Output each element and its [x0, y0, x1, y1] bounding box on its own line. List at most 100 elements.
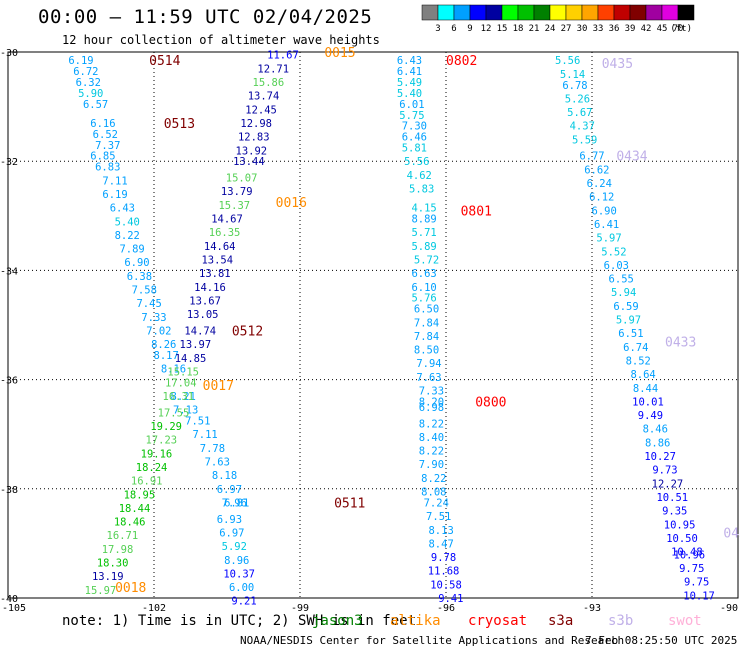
wave-height-label: 6.19 — [102, 189, 127, 201]
wave-height-label: 5.89 — [411, 241, 436, 253]
wave-height-label: 6.72 — [73, 66, 98, 78]
wave-height-label: 6.63 — [411, 268, 436, 280]
wave-height-label: 13.67 — [189, 295, 221, 307]
wave-height-label: 8.18 — [212, 470, 237, 482]
color-scale-tick: 45 — [657, 24, 668, 34]
color-scale-swatch — [661, 4, 679, 21]
wave-height-label: 6.77 — [579, 151, 604, 163]
wave-height-label: 18.46 — [114, 517, 146, 529]
pass-time-label: 0513 — [164, 117, 195, 132]
wave-height-label: 8.40 — [419, 432, 444, 444]
legend-s3a: s3a — [548, 613, 574, 629]
wave-height-label: 13.97 — [180, 339, 212, 351]
y-tick-label: -32 — [0, 157, 18, 168]
page-title: 00:00 – 11:59 UTC 02/04/2025 — [38, 6, 373, 28]
y-tick-label: -30 — [0, 48, 18, 59]
wave-height-label: 6.57 — [83, 99, 108, 111]
wave-height-label: 15.15 — [167, 366, 199, 378]
legend-cryosat: cryosat — [468, 613, 528, 629]
pass-time-label: 0512 — [232, 324, 263, 339]
wave-height-label: 9.21 — [231, 596, 256, 608]
wave-height-label: 6.85 — [90, 151, 115, 163]
wave-height-label: 16.91 — [131, 476, 163, 488]
wave-height-label: 6.38 — [127, 271, 152, 283]
color-scale-tick: 36 — [609, 24, 620, 34]
wave-height-label: 14.74 — [184, 325, 216, 337]
wave-height-label: 4.15 — [411, 203, 436, 215]
wave-height-label: 5.56 — [404, 156, 429, 168]
wave-height-label: 9.78 — [431, 552, 456, 564]
color-scale-swatch — [517, 4, 535, 21]
wave-height-label: 7.84 — [414, 317, 439, 329]
wave-height-label: 6.43 — [110, 203, 135, 215]
wave-height-label: 6.01 — [399, 99, 424, 111]
wave-height-label: 7.63 — [416, 372, 441, 384]
wave-height-label: 13.74 — [248, 91, 280, 103]
wave-height-label: 9.73 — [652, 465, 677, 477]
wave-height-label: 7.37 — [95, 140, 120, 152]
wave-height-label: 10.50 — [666, 533, 698, 545]
legend-s3b: s3b — [608, 613, 634, 629]
wave-height-label: 13.79 — [221, 186, 253, 198]
pass-time-label: 043 — [723, 526, 740, 541]
color-scale-tick: 33 — [593, 24, 604, 34]
wave-height-label: 5.71 — [411, 227, 436, 239]
wave-height-label: 5.40 — [115, 216, 140, 228]
wave-height-label: 5.76 — [411, 293, 436, 305]
wave-height-label: 15.86 — [253, 77, 285, 89]
wave-height-label: 5.40 — [397, 88, 422, 100]
wave-height-label: 6.90 — [124, 257, 149, 269]
color-scale-tick: 27 — [561, 24, 572, 34]
wave-height-label: 9.49 — [638, 410, 663, 422]
wave-height-label: 18.30 — [97, 558, 129, 570]
wave-height-label: 5.75 — [399, 110, 424, 122]
wave-height-label: 9.75 — [679, 563, 704, 575]
wave-height-label: 8.20 — [419, 396, 444, 408]
wave-height-label: 10.48 — [671, 547, 703, 559]
wave-height-label: 5.14 — [560, 69, 585, 81]
wave-height-label: 5.49 — [397, 77, 422, 89]
y-tick-label: -38 — [0, 485, 18, 496]
wave-height-label: 8.64 — [630, 369, 655, 381]
wave-height-label: 6.90 — [592, 205, 617, 217]
wave-height-label: 13.81 — [199, 268, 231, 280]
wave-height-label: 8.22 — [421, 473, 446, 485]
wave-height-label: 6.62 — [584, 164, 609, 176]
wave-height-label: 15.07 — [226, 173, 258, 185]
wave-height-label: 6.00 — [229, 582, 254, 594]
wave-height-label: 7.63 — [205, 457, 230, 469]
wave-height-label: 8.17 — [154, 350, 179, 362]
pass-time-label: 0514 — [149, 54, 180, 69]
wave-height-label: 9.75 — [684, 577, 709, 589]
wave-height-label: 16.31 — [163, 391, 195, 403]
wave-height-label: 5.92 — [222, 541, 247, 553]
color-scale-tick: 30 — [577, 24, 588, 34]
wave-height-label: 7.11 — [102, 175, 127, 187]
legend-altika: altika — [390, 613, 441, 629]
color-scale-swatch — [421, 4, 439, 21]
wave-height-label: 10.27 — [644, 451, 676, 463]
wave-height-label: 8.96 — [224, 555, 249, 567]
color-scale-tick: 9 — [467, 24, 472, 34]
wave-height-label: 6.10 — [411, 282, 436, 294]
wave-height-label: 6.52 — [93, 129, 118, 141]
color-scale-tick: 18 — [513, 24, 524, 34]
wave-height-label: 6.12 — [589, 192, 614, 204]
wave-height-label: 13.92 — [236, 145, 268, 157]
wave-height-label: 10.37 — [223, 568, 255, 580]
color-scale-swatch — [597, 4, 615, 21]
color-scale-swatch — [469, 4, 487, 21]
color-scale-unit: (ft) — [670, 24, 692, 34]
x-tick-label: -90 — [720, 603, 738, 614]
wave-height-label: 6.43 — [397, 55, 422, 67]
x-tick-label: -96 — [437, 603, 455, 614]
color-scale-swatch — [437, 4, 455, 21]
wave-height-label: 8.89 — [411, 214, 436, 226]
color-scale-tick: 24 — [545, 24, 556, 34]
wave-height-label: 5.97 — [616, 315, 641, 327]
wave-height-label: 9.41 — [438, 593, 463, 605]
color-scale-tick: 15 — [497, 24, 508, 34]
wave-height-label: 8.46 — [643, 424, 668, 436]
wave-height-label: 17.98 — [102, 544, 134, 556]
